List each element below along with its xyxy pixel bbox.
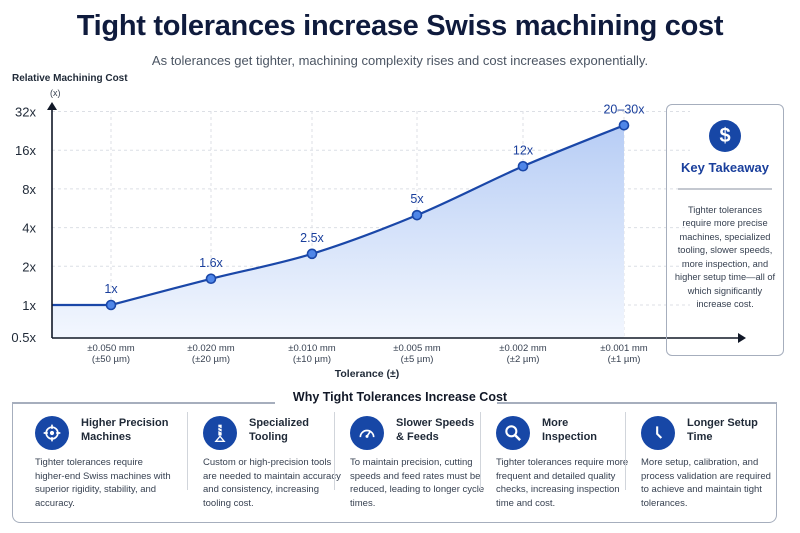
divider bbox=[334, 412, 335, 490]
y-axis-unit: (x) bbox=[50, 88, 61, 98]
reason-text: To maintain precision, cutting speeds an… bbox=[350, 457, 485, 509]
x-tick-sublabel: (±50 µm) bbox=[92, 354, 130, 365]
reason-title: Higher Precision Machines bbox=[81, 417, 169, 443]
y-axis-arrow bbox=[47, 102, 57, 110]
divider bbox=[625, 412, 626, 490]
x-tick-label: ±0.001 mm bbox=[600, 343, 648, 354]
reason-title: More Inspection bbox=[542, 417, 598, 443]
reason-text: Tighter tolerances require more frequent… bbox=[496, 457, 629, 509]
series-line bbox=[52, 124, 625, 307]
area-fill bbox=[52, 125, 624, 338]
x-tick-sublabel: (±2 µm) bbox=[507, 354, 540, 365]
x-tick-sublabel: (±1 µm) bbox=[608, 354, 641, 365]
y-tick-label: 1x bbox=[22, 298, 36, 313]
x-tick-label: ±0.050 mm bbox=[87, 343, 135, 354]
y-axis-title: Relative Machining Cost bbox=[12, 73, 128, 84]
y-tick-label: 0.5x bbox=[11, 330, 36, 345]
reason-title: Specialized Tooling bbox=[249, 417, 309, 443]
y-tick-label: 2x bbox=[22, 259, 36, 274]
y-tick-label: 4x bbox=[22, 221, 36, 236]
x-axis-arrow bbox=[738, 333, 746, 343]
page-title: Tight tolerances increase Swiss machinin… bbox=[76, 10, 724, 42]
divider bbox=[12, 402, 275, 404]
dollar-icon: $ bbox=[709, 120, 741, 152]
speedometer-icon bbox=[350, 416, 384, 450]
x-tick-sublabel: (±10 µm) bbox=[293, 354, 331, 365]
data-label: 2.5x bbox=[300, 231, 324, 245]
x-tick-sublabel: (±20 µm) bbox=[192, 354, 230, 365]
data-label: 1x bbox=[104, 282, 118, 296]
takeaway-title: Key Takeaway bbox=[681, 160, 769, 175]
divider bbox=[480, 412, 481, 490]
reason-title: Longer Setup Time bbox=[687, 417, 758, 443]
data-point bbox=[411, 209, 423, 221]
data-point bbox=[205, 273, 217, 285]
x-tick-label: ±0.010 mm bbox=[288, 343, 336, 354]
data-point bbox=[105, 299, 117, 311]
crosshair-icon bbox=[35, 416, 69, 450]
data-label: 1.6x bbox=[199, 256, 223, 270]
x-tick-label: ±0.005 mm bbox=[393, 343, 441, 354]
x-tick-label: ±0.020 mm bbox=[187, 343, 235, 354]
data-label: 5x bbox=[410, 192, 424, 206]
divider bbox=[187, 412, 188, 490]
clock-icon bbox=[641, 416, 675, 450]
data-point bbox=[618, 119, 630, 131]
section-title: Why Tight Tolerances Increase Cost bbox=[292, 390, 508, 404]
reason-title: Slower Speeds & Feeds bbox=[396, 417, 475, 443]
y-tick-label: 16x bbox=[15, 143, 36, 158]
reasons-panel bbox=[12, 402, 777, 523]
data-label: 20–30x bbox=[603, 102, 645, 116]
data-label: 12x bbox=[513, 143, 534, 157]
reason-text: More setup, calibration, and process val… bbox=[641, 457, 771, 509]
data-point bbox=[517, 160, 529, 172]
divider bbox=[497, 402, 777, 404]
x-tick-sublabel: (±5 µm) bbox=[401, 354, 434, 365]
data-point bbox=[306, 248, 318, 260]
key-takeaway-card: $ Key Takeaway Tighter tolerances requir… bbox=[666, 104, 784, 356]
cost-chart: 32x 16x 8x 4x 2x 1x 0.5x 1x ±0.050 mm(±50 µm) 1.6… bbox=[11, 102, 746, 380]
x-axis-title: Tolerance (±) bbox=[335, 368, 400, 380]
reason-text: Tighter tolerances require higher-end Sw… bbox=[35, 457, 171, 509]
takeaway-text: Tighter tolerances require more precise … bbox=[674, 204, 776, 310]
y-tick-label: 32x bbox=[15, 105, 36, 120]
y-tick-label: 8x bbox=[22, 182, 36, 197]
drill-bit-icon bbox=[203, 416, 237, 450]
magnifier-icon bbox=[496, 416, 530, 450]
divider bbox=[678, 188, 772, 190]
page-subtitle: As tolerances get tighter, machining com… bbox=[151, 53, 649, 68]
x-tick-label: ±0.002 mm bbox=[499, 343, 547, 354]
reason-text: Custom or high-precision tools are neede… bbox=[203, 457, 341, 509]
